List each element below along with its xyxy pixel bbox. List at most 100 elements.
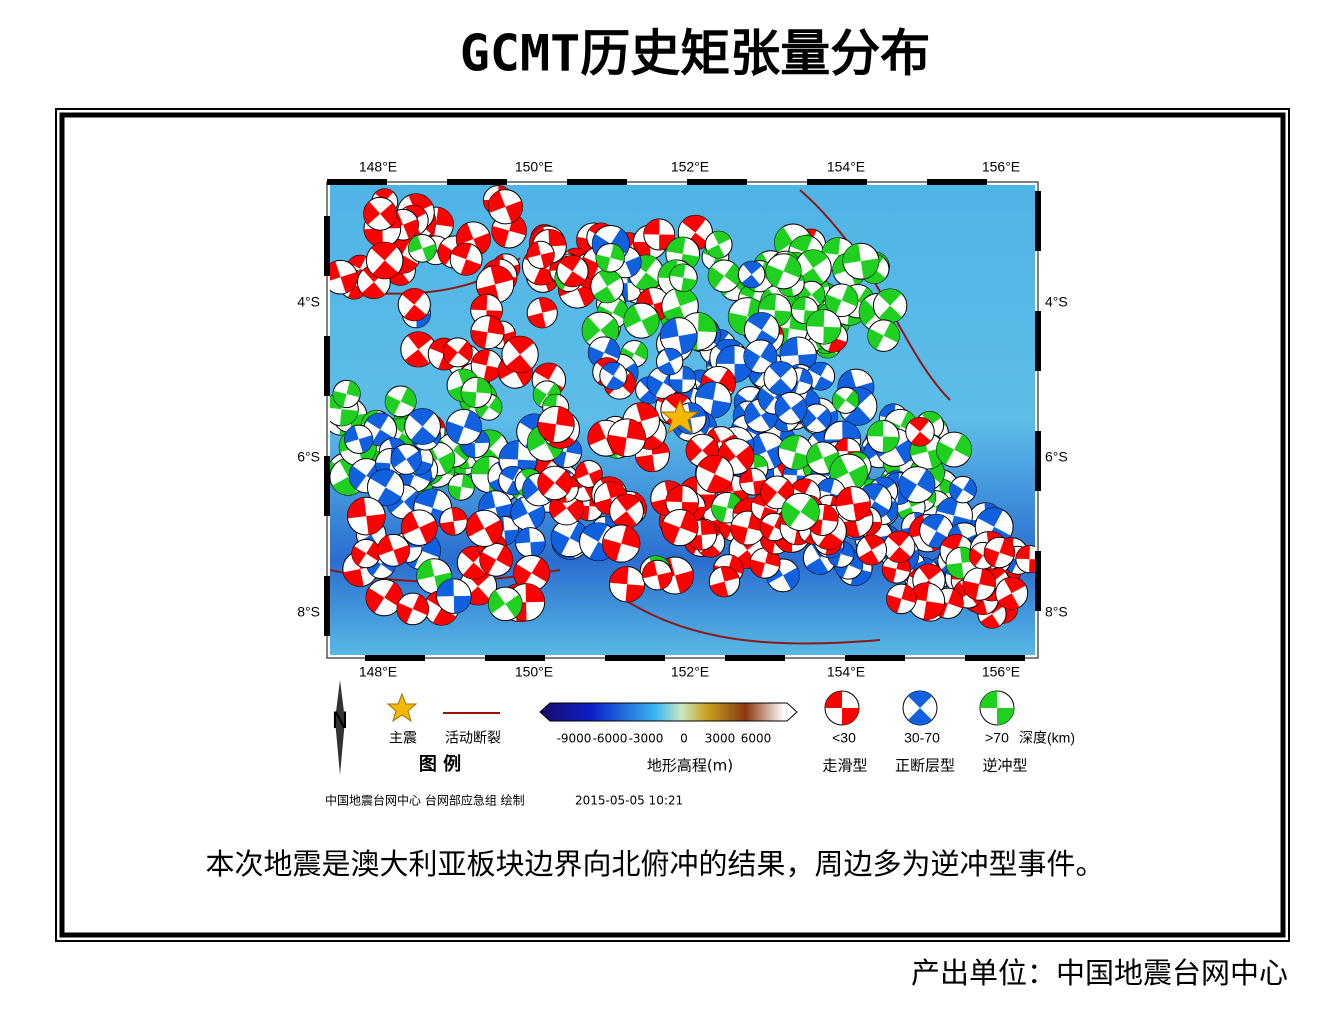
beachball-quad bbox=[980, 691, 1014, 725]
beachball-quad bbox=[478, 491, 513, 524]
beachball-quad bbox=[669, 366, 696, 393]
scale-title: 地形高程(m) bbox=[647, 757, 733, 775]
bottom-label: 150°E bbox=[515, 664, 553, 680]
beachball-quad bbox=[669, 264, 697, 292]
credit-time: 2015-05-05 10:21 bbox=[575, 794, 683, 808]
beachball-quad bbox=[997, 577, 1026, 610]
top-label: 156°E bbox=[982, 159, 1020, 175]
beachball-quad bbox=[511, 498, 545, 529]
star-label: 主震 bbox=[389, 730, 417, 746]
beachball-quad bbox=[778, 435, 812, 470]
beachball-quad bbox=[349, 461, 384, 490]
beachball-quad bbox=[347, 497, 386, 535]
beachball-quad bbox=[527, 297, 557, 328]
beachball-quad bbox=[642, 560, 673, 590]
beachball-quad bbox=[697, 455, 732, 493]
beachball-quad bbox=[377, 535, 410, 566]
beachball-quad bbox=[739, 468, 767, 495]
credit-maker: 中国地震台网中心 台网部应急组 绘制 bbox=[325, 793, 525, 808]
beachball-quad bbox=[730, 511, 765, 545]
beachball-quad bbox=[962, 568, 996, 600]
bottom-label: 154°E bbox=[827, 664, 865, 680]
beachball-quad bbox=[366, 413, 395, 446]
beachball-quad bbox=[515, 527, 546, 558]
bottom-label: 152°E bbox=[671, 664, 709, 680]
beachball-quad bbox=[686, 519, 717, 550]
right-label: 4°S bbox=[1045, 294, 1068, 310]
beachball-quad bbox=[802, 407, 831, 429]
beachball-quad bbox=[593, 270, 622, 303]
beachball-quad bbox=[601, 362, 625, 390]
beachball-quad bbox=[330, 392, 359, 426]
beachball-quad bbox=[806, 504, 839, 536]
star-icon bbox=[386, 692, 418, 723]
outer-frame bbox=[55, 108, 1290, 942]
beachball-quad bbox=[887, 531, 912, 563]
north-arrow bbox=[335, 680, 345, 775]
beachball-quad bbox=[613, 494, 640, 529]
beachball-quad bbox=[408, 235, 437, 262]
left-label: 8°S bbox=[297, 604, 320, 620]
top-label: 152°E bbox=[671, 159, 709, 175]
beachball-quad bbox=[949, 478, 977, 501]
beachball-quad bbox=[385, 387, 417, 416]
beachball-quad bbox=[609, 566, 645, 602]
fault-label: 活动断裂 bbox=[445, 730, 501, 746]
type-label: 走滑型 bbox=[822, 757, 867, 775]
scale-label: -6000 bbox=[593, 732, 628, 746]
beachball-quad bbox=[749, 548, 781, 578]
beachball-quad bbox=[886, 584, 917, 614]
beachball-quad bbox=[439, 507, 468, 536]
beachball-quad bbox=[537, 406, 575, 443]
beachball-quad bbox=[662, 287, 698, 325]
beachball-quad bbox=[907, 691, 933, 725]
type-label: 正断层型 bbox=[895, 757, 955, 775]
beachball-quad bbox=[488, 590, 523, 618]
depth-label: <30 bbox=[832, 730, 856, 746]
beachball-quad bbox=[775, 395, 807, 421]
beachball-quad bbox=[448, 474, 475, 500]
beachball-quad bbox=[635, 437, 670, 472]
beachball-quad bbox=[666, 237, 700, 271]
beachball-quad bbox=[575, 461, 603, 487]
bottom-label: 156°E bbox=[982, 664, 1020, 680]
beachball-quad bbox=[984, 538, 1015, 567]
beachball-quad bbox=[665, 485, 699, 519]
beachball-quad bbox=[728, 298, 767, 335]
left-label: 4°S bbox=[297, 294, 320, 310]
beachball-quad bbox=[466, 512, 503, 545]
beachball-quad bbox=[867, 420, 900, 453]
beachball-quad bbox=[1015, 545, 1035, 573]
beachball-quad bbox=[476, 265, 514, 304]
left-label: 6°S bbox=[297, 449, 320, 465]
beachball-quad bbox=[921, 514, 951, 548]
beachball-quad bbox=[780, 337, 817, 374]
beachball-quad bbox=[527, 241, 555, 268]
scale-label: 6000 bbox=[741, 732, 772, 746]
beachball-quad bbox=[842, 243, 879, 279]
map-border bbox=[326, 181, 1039, 659]
beachball-quad bbox=[657, 348, 682, 375]
beachball-quad bbox=[798, 249, 828, 286]
depth-label: >70 bbox=[985, 730, 1009, 746]
beachball-quad bbox=[596, 244, 625, 272]
beachball-quad bbox=[909, 417, 931, 446]
beachball-quad bbox=[660, 317, 697, 355]
legend-title: 图 例 bbox=[419, 753, 461, 775]
beachball-quad bbox=[744, 401, 778, 430]
beachball-quad bbox=[706, 231, 731, 259]
beachball-quad bbox=[537, 470, 572, 496]
beachball-quad bbox=[426, 590, 457, 626]
beachball-quad bbox=[351, 541, 381, 566]
beachball-quad bbox=[479, 545, 513, 575]
north-label: N bbox=[332, 709, 348, 734]
beachball-quad bbox=[980, 599, 1004, 629]
beachball-quad bbox=[436, 578, 472, 614]
beachball-quad bbox=[758, 294, 792, 327]
beachball-quad bbox=[471, 349, 502, 382]
beachball-quad bbox=[461, 377, 492, 408]
beachball-quad bbox=[330, 261, 358, 294]
beachball-quad bbox=[806, 309, 841, 345]
beachball-quad bbox=[768, 361, 793, 395]
